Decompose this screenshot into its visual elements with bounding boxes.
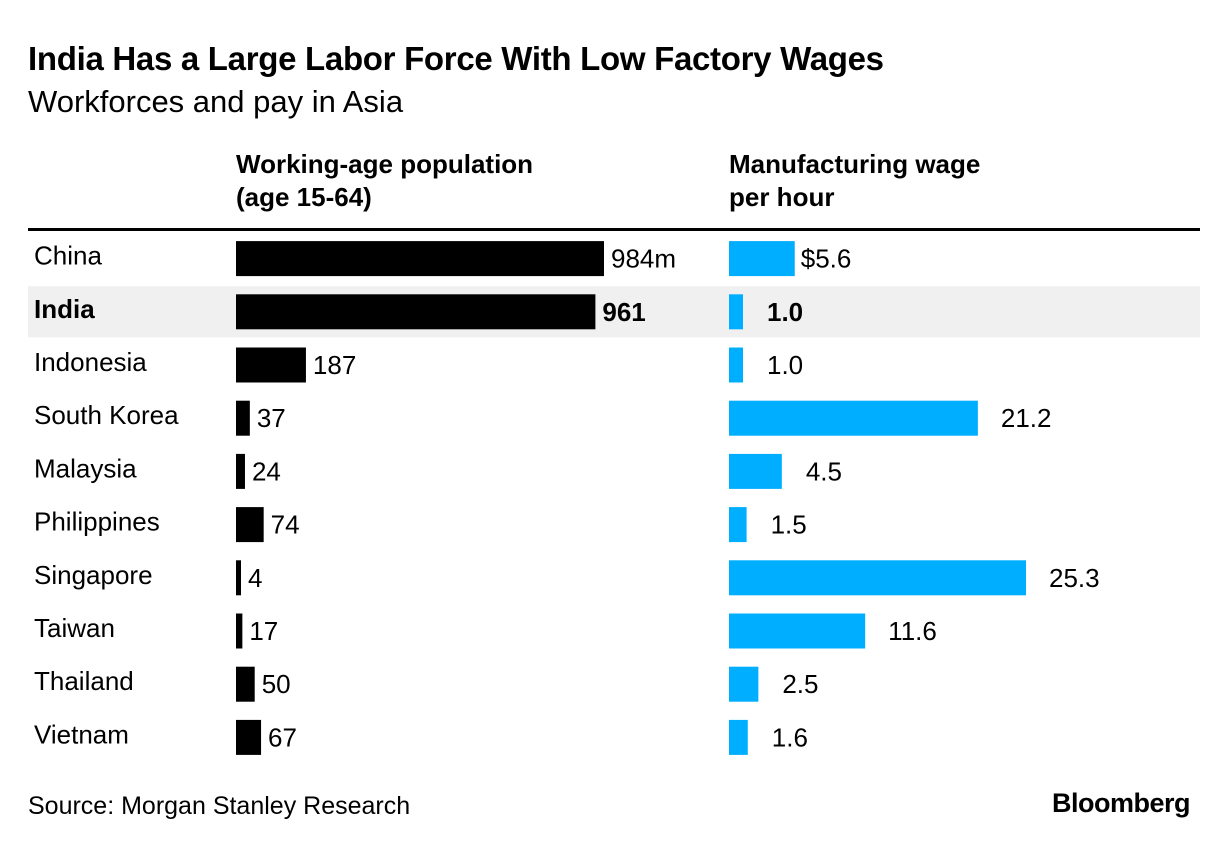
wage-value-vietnam: 1.6 — [772, 722, 808, 752]
wage-bar-vietnam — [729, 719, 748, 755]
wage-bar-india — [729, 294, 743, 330]
wage-value-thailand: 2.5 — [782, 669, 818, 699]
population-bar-vietnam — [236, 719, 262, 755]
category-label-taiwan: Taiwan — [34, 613, 115, 643]
population-value-philippines: 74 — [271, 510, 300, 540]
wage-value-philippines: 1.5 — [771, 510, 807, 540]
population-bar-malaysia — [236, 453, 245, 489]
wage-value-taiwan: 11.6 — [888, 616, 937, 646]
population-value-thailand: 50 — [262, 669, 291, 699]
population-value-vietnam: 67 — [268, 722, 297, 752]
population-value-india: 961 — [602, 297, 645, 327]
population-header-line-1: Working-age population — [236, 149, 534, 179]
wage-value-singapore: 25.3 — [1049, 563, 1100, 593]
population-column-header: Working-age population (age 15-64) — [236, 148, 533, 214]
category-label-china: China — [34, 241, 102, 271]
wage-value-india: 1.0 — [767, 297, 803, 327]
population-bar-singapore — [236, 560, 241, 596]
category-label-thailand: Thailand — [34, 666, 134, 696]
category-label-indonesia: Indonesia — [34, 347, 147, 377]
wage-bar-taiwan — [729, 613, 866, 649]
population-header-line-2: (age 15-64) — [236, 182, 372, 212]
population-value-singapore: 4 — [248, 563, 262, 593]
category-label-singapore: Singapore — [34, 560, 153, 590]
wage-value-malaysia: 4.5 — [806, 456, 842, 486]
population-bar-indonesia — [236, 347, 306, 383]
wage-value-china: $5.6 — [801, 244, 852, 274]
chart-subtitle: Workforces and pay in Asia — [28, 84, 404, 119]
wage-bar-south-korea — [729, 400, 978, 436]
category-label-india: India — [34, 294, 95, 324]
wage-bar-china — [729, 241, 795, 277]
wage-header-line-2: per hour — [729, 182, 835, 212]
wage-bar-thailand — [729, 666, 759, 702]
population-value-malaysia: 24 — [252, 456, 281, 486]
population-bar-china — [236, 241, 604, 277]
population-value-indonesia: 187 — [313, 350, 356, 380]
population-bar-thailand — [236, 666, 255, 702]
wage-bar-philippines — [729, 507, 747, 543]
source-note: Source: Morgan Stanley Research — [28, 792, 411, 820]
population-value-china: 984m — [611, 244, 676, 274]
wage-column-header: Manufacturing wage per hour — [729, 148, 980, 214]
category-label-malaysia: Malaysia — [34, 453, 137, 483]
wage-value-indonesia: 1.0 — [767, 350, 803, 380]
category-label-vietnam: Vietnam — [34, 719, 129, 749]
category-label-south-korea: South Korea — [34, 400, 179, 430]
chart-title: India Has a Large Labor Force With Low F… — [28, 40, 884, 77]
population-value-taiwan: 17 — [249, 616, 278, 646]
population-bar-taiwan — [236, 613, 243, 649]
population-bar-philippines — [236, 507, 264, 543]
population-bar-india — [236, 294, 596, 330]
population-value-south-korea: 37 — [257, 403, 286, 433]
bloomberg-logo: Bloomberg — [1051, 788, 1191, 818]
wage-bar-indonesia — [729, 347, 743, 383]
category-label-philippines: Philippines — [34, 507, 160, 537]
population-bar-south-korea — [236, 400, 250, 436]
wage-bar-singapore — [729, 560, 1026, 596]
wage-value-south-korea: 21.2 — [1001, 403, 1052, 433]
highlight-row-india — [28, 286, 1200, 338]
wage-bar-malaysia — [729, 453, 782, 489]
header-rule — [28, 228, 1200, 231]
wage-header-line-1: Manufacturing wage — [729, 149, 981, 179]
